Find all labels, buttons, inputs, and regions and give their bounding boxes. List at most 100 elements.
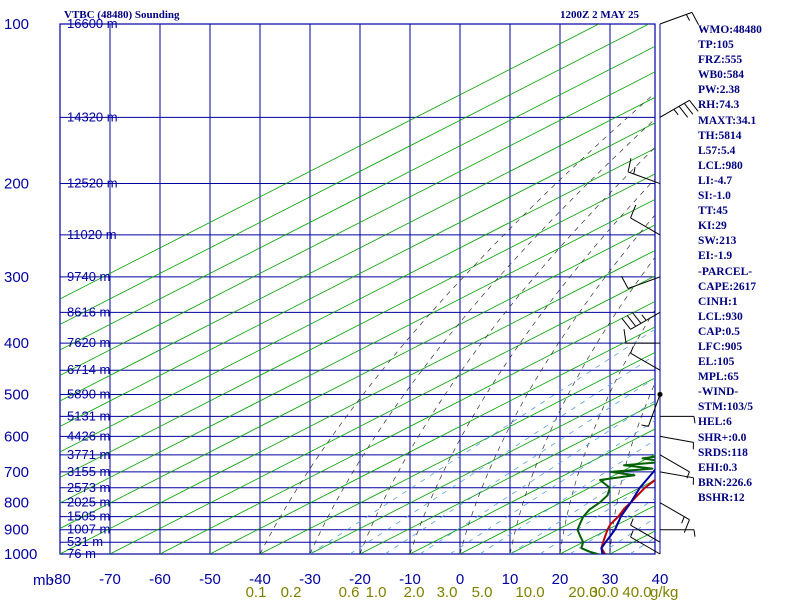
index-item: SI:-1.0 — [698, 190, 731, 203]
index-item: SRDS:118 — [698, 446, 748, 459]
temperature-tick-label: -20 — [349, 571, 371, 588]
index-item: RH:74.3 — [698, 99, 740, 112]
index-item: EL:105 — [698, 356, 735, 369]
temperature-tick-label: 30 — [602, 571, 619, 588]
mixing-ratio-unit: g/kg — [650, 584, 678, 600]
mixing-ratio-label: 0.6 — [339, 584, 360, 600]
index-item: -WIND- — [698, 386, 739, 399]
index-item: SW:213 — [698, 235, 737, 248]
mixing-ratio-label: 20.0 — [568, 584, 597, 600]
pressure-tick-label: 900 — [4, 522, 29, 539]
isotherm-line — [409, 428, 655, 554]
height-label: 7620 m — [67, 335, 110, 350]
index-item: EHI:0.3 — [698, 461, 738, 474]
wind-barb — [630, 518, 661, 543]
index-item: TH:5814 — [698, 129, 742, 142]
height-label: 3771 m — [67, 447, 110, 462]
height-label: 2025 m — [67, 495, 110, 510]
isotherm-line — [60, 96, 655, 402]
index-item: SHR+:0.0 — [698, 431, 747, 444]
moist-adiabat — [349, 354, 655, 554]
temperature-tick-label: 40 — [652, 571, 669, 588]
index-item: BRN:226.6 — [698, 476, 752, 489]
moist-adiabat — [309, 328, 655, 554]
moist-adiabat — [419, 400, 655, 554]
isotherm-line — [60, 198, 655, 504]
height-label: 76 m — [67, 546, 96, 561]
plot-frame — [59, 23, 656, 555]
isotherm-line — [60, 122, 655, 427]
wind-barb — [660, 415, 696, 424]
isotherm-line — [60, 224, 655, 529]
height-label: 1007 m — [67, 522, 110, 537]
temperature-tick-label: 20 — [552, 571, 569, 588]
dry-adiabat — [559, 309, 655, 554]
temperature-trace — [600, 478, 655, 554]
temperature-tick-label: -30 — [299, 571, 321, 588]
wind-barb — [659, 471, 694, 485]
grid-lines — [59, 23, 661, 555]
wind-barb — [660, 529, 696, 537]
pressure-tick-label: 500 — [4, 386, 29, 403]
sounding-time: 1200Z 2 MAY 25 — [560, 9, 639, 21]
index-item: MAXT:34.1 — [698, 114, 757, 127]
isotherm-line — [60, 147, 655, 453]
mixing-ratio-label: 0.1 — [246, 584, 267, 600]
index-item: PW:2.38 — [698, 84, 740, 97]
height-label: 9740 m — [67, 269, 110, 284]
temperature-tick-label: -50 — [199, 571, 221, 588]
isotherm-line — [60, 45, 655, 351]
wind-barb — [630, 204, 661, 236]
index-item: -PARCEL- — [698, 265, 753, 278]
temperature-tick-label: -10 — [399, 571, 421, 588]
isotherm-line — [359, 403, 655, 554]
index-item: LCL:980 — [698, 159, 743, 172]
height-label: 5131 m — [67, 408, 110, 423]
temperature-tick-label: -40 — [249, 571, 271, 588]
mixing-ratio-label: 5.0 — [472, 584, 493, 600]
mixing-ratio-label: 30.0 — [589, 584, 618, 600]
height-label: 14320 m — [67, 109, 118, 124]
dry-adiabat — [409, 178, 655, 554]
wind-barbs — [620, 11, 700, 555]
index-item: L57:5.4 — [698, 144, 736, 157]
pressure-tick-label: 100 — [4, 16, 29, 33]
height-label: 2573 m — [67, 480, 110, 495]
dry-adiabat — [259, 92, 655, 554]
temperature-tick-label: 0 — [456, 571, 464, 588]
wind-barb — [623, 329, 660, 344]
index-item: KI:29 — [698, 220, 727, 233]
pressure-tick-label: 300 — [4, 269, 29, 286]
height-label: 531 m — [67, 534, 103, 549]
wind-barb — [621, 311, 661, 330]
index-item: LFC:905 — [698, 340, 743, 353]
moist-adiabat — [479, 439, 655, 554]
height-label: 5890 m — [67, 386, 110, 401]
index-item: CINH:1 — [698, 295, 738, 308]
index-item: CAP:0.5 — [698, 325, 740, 338]
pressure-unit-label: mb — [33, 572, 54, 589]
height-label: 6714 m — [67, 362, 110, 377]
temperature-tick-label: -80 — [49, 571, 71, 588]
index-item: TP:105 — [698, 39, 734, 52]
mixing-ratio-label: 0.2 — [281, 584, 302, 600]
mixing-ratio-label: 1.0 — [366, 584, 387, 600]
wind-barb — [641, 394, 661, 427]
index-item: WB0:584 — [698, 69, 744, 82]
moist-adiabat — [384, 377, 655, 554]
index-item: TT:45 — [698, 205, 728, 218]
index-item: LI:-4.7 — [698, 174, 733, 187]
isotherm-line — [309, 377, 655, 554]
index-item: EI:-1.9 — [698, 250, 733, 263]
calm-wind-dot — [657, 391, 663, 397]
pressure-tick-label: 700 — [4, 464, 29, 481]
isotherm-line — [60, 71, 655, 376]
dry-adiabat — [309, 118, 655, 554]
pressure-tick-label: 200 — [4, 176, 29, 193]
wind-barb — [659, 99, 699, 118]
mixing-ratio-label: 10.0 — [515, 584, 544, 600]
index-item: BSHR:12 — [698, 491, 745, 504]
wind-barb — [627, 158, 661, 185]
wind-barb — [659, 502, 690, 533]
